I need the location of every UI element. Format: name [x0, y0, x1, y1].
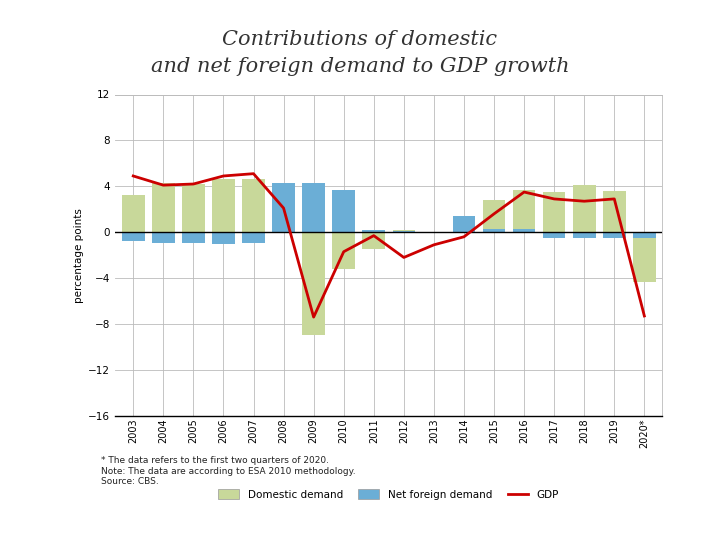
Bar: [212, 179, 235, 232]
GDP: [550, 195, 559, 202]
Bar: [242, 179, 265, 232]
GDP: [339, 248, 348, 255]
GDP: [520, 189, 528, 195]
GDP: [430, 241, 438, 248]
Bar: [122, 195, 145, 232]
Bar: [482, 229, 505, 232]
GDP: [249, 171, 258, 177]
Bar: [423, 232, 445, 233]
Bar: [633, 232, 656, 281]
Bar: [573, 185, 595, 232]
Bar: [573, 232, 595, 238]
Bar: [152, 183, 174, 232]
Y-axis label: percentage points: percentage points: [74, 208, 84, 302]
GDP: [310, 314, 318, 320]
Bar: [362, 232, 385, 249]
GDP: [189, 181, 198, 187]
Bar: [392, 231, 415, 232]
Bar: [392, 230, 415, 232]
GDP: [129, 173, 138, 179]
GDP: [490, 211, 498, 217]
Text: CROATIAN NATIONAL BANK: CROATIAN NATIONAL BANK: [265, 518, 455, 532]
GDP: [159, 182, 168, 188]
Legend: Domestic demand, Net foreign demand, GDP: Domestic demand, Net foreign demand, GDP: [215, 485, 563, 504]
Bar: [122, 232, 145, 241]
Bar: [333, 232, 355, 269]
Text: * The data refers to the first two quarters of 2020.
Note: The data are accordin: * The data refers to the first two quart…: [101, 456, 356, 486]
Bar: [152, 232, 174, 242]
Bar: [302, 183, 325, 232]
Bar: [482, 200, 505, 232]
Bar: [182, 232, 204, 242]
Text: Contributions of domestic: Contributions of domestic: [222, 30, 498, 49]
Bar: [603, 191, 626, 232]
Bar: [633, 232, 656, 238]
GDP: [459, 233, 468, 240]
GDP: [610, 195, 618, 202]
Bar: [603, 232, 626, 238]
GDP: [580, 198, 588, 205]
Bar: [362, 230, 385, 232]
Bar: [453, 216, 475, 232]
Bar: [212, 232, 235, 244]
GDP: [279, 205, 288, 211]
GDP: [369, 232, 378, 239]
Bar: [513, 229, 536, 232]
Bar: [333, 190, 355, 232]
Bar: [453, 225, 475, 232]
Bar: [543, 232, 565, 238]
Bar: [423, 232, 445, 233]
Bar: [302, 232, 325, 335]
GDP: [219, 173, 228, 179]
Bar: [242, 232, 265, 242]
Bar: [272, 185, 295, 232]
Bar: [182, 184, 204, 232]
Bar: [543, 192, 565, 232]
Line: GDP: GDP: [133, 174, 644, 317]
Bar: [513, 190, 536, 232]
Text: and net foreign demand to GDP growth: and net foreign demand to GDP growth: [150, 57, 570, 76]
GDP: [640, 313, 649, 319]
GDP: [400, 254, 408, 261]
Bar: [272, 183, 295, 232]
